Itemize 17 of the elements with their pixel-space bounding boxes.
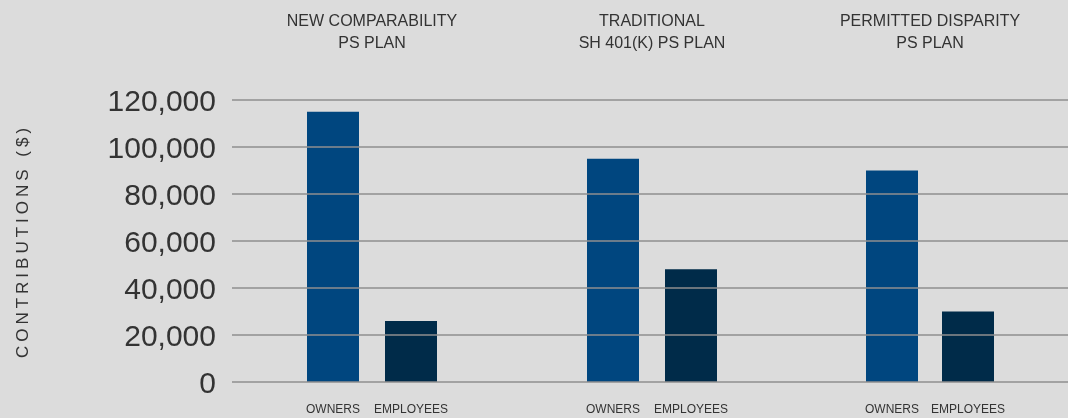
x-tick-label: EMPLOYEES [373,401,449,416]
y-tick-label: 20,000 [124,318,216,352]
x-tick-label: OWNERS [586,401,640,416]
chart-title: PERMITTED DISPARITY PS PLAN [838,11,1022,53]
y-tick-label: 60,000 [124,224,216,258]
x-tick-label: OWNERS [865,401,919,416]
x-tick-label: EMPLOYEES [930,401,1006,416]
y-tick-label: 40,000 [124,271,216,305]
y-tick-label: 100,000 [107,130,216,164]
x-tick-label: OWNERS [306,401,360,416]
y-axis-title: CONTRIBUTIONS ($) [13,123,33,359]
y-tick-label: 0 [199,365,216,399]
y-tick-label: 80,000 [124,177,216,211]
chart-title: TRADITIONAL SH 401(K) PS PLAN [577,11,727,53]
x-tick-label: EMPLOYEES [653,401,729,416]
y-tick-label: 120,000 [107,83,216,117]
chart-title: NEW COMPARABILITY PS PLAN [285,11,459,53]
